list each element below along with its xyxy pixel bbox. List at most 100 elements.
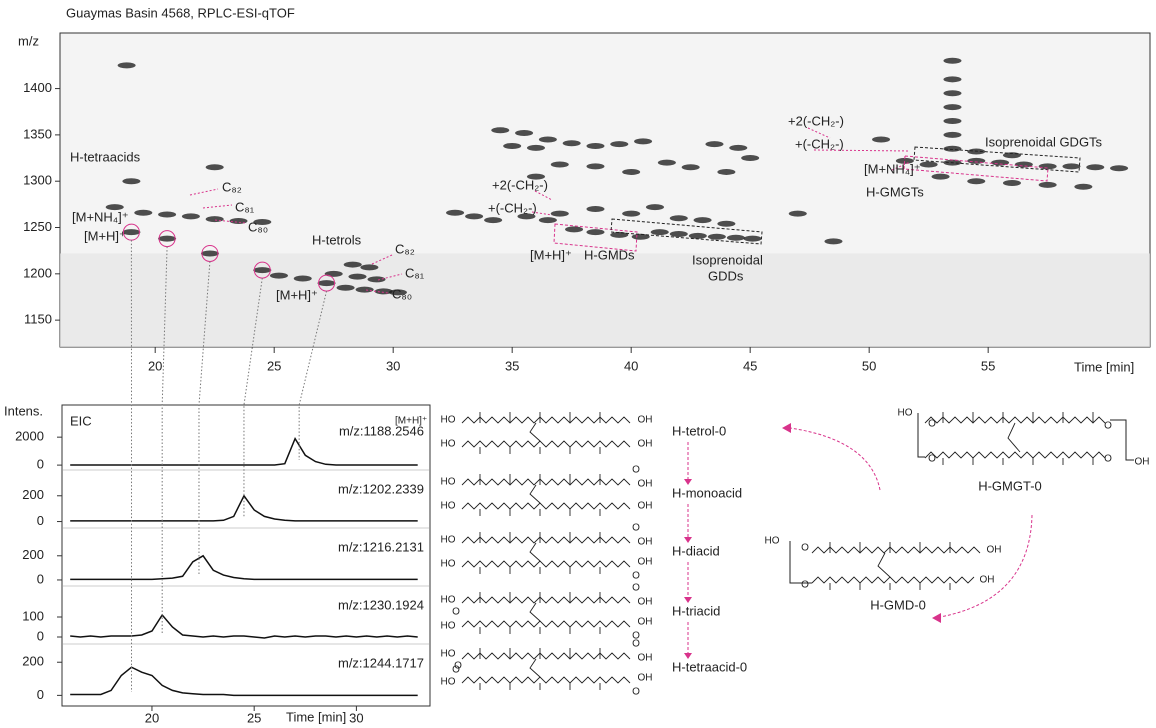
annotation: [M+H]⁺: [530, 247, 572, 262]
bridge: [530, 423, 540, 441]
annotation: C₈₁: [405, 265, 425, 280]
map-y-label: m/z: [18, 33, 39, 48]
annotation: [M+H]⁺: [276, 287, 318, 302]
feature-spot: [586, 229, 604, 235]
structure-name: H-GMD-0: [870, 597, 926, 612]
eic-trace: [70, 556, 418, 580]
arrow-head: [782, 423, 791, 433]
atom-label: HO: [441, 477, 456, 488]
bridge: [878, 553, 890, 577]
feature-spot: [491, 127, 509, 133]
annotation: [M+NH₄]⁺: [72, 209, 129, 224]
feature-spot: [1039, 163, 1057, 169]
feature-spot: [446, 210, 464, 216]
feature-spot: [658, 160, 676, 166]
feature-spot: [344, 262, 362, 268]
annotation: C₈₀: [392, 286, 412, 301]
feature-spot: [158, 236, 176, 242]
carbon-chain: [462, 677, 630, 683]
feature-spot: [586, 143, 604, 149]
atom-label: HO: [441, 621, 456, 632]
pathway-arrow: [940, 515, 1032, 617]
atom-label: HO: [441, 559, 456, 570]
atom-label: OH: [638, 673, 653, 684]
y-tick-label: 200: [22, 547, 44, 562]
feature-spot: [465, 213, 483, 219]
feature-spot: [670, 231, 688, 237]
feature-spot: [729, 145, 747, 151]
feature-spot: [943, 58, 961, 64]
arrow-head: [684, 537, 692, 543]
atom-label: OH: [638, 501, 653, 512]
annotation: C₈₂: [222, 179, 242, 194]
feature-spot: [270, 273, 288, 279]
feature-spot: [872, 137, 890, 143]
feature-spot: [943, 118, 961, 124]
feature-spot: [539, 137, 557, 143]
feature-spot: [920, 162, 938, 168]
atom-label: HO: [441, 439, 456, 450]
arrow-head: [684, 479, 692, 485]
bridge: [530, 543, 540, 561]
atom-label: OH: [638, 479, 653, 490]
x-tick-label: 55: [981, 358, 995, 373]
feature-spot: [967, 178, 985, 184]
carbon-chain: [925, 417, 1105, 423]
feature-spot: [622, 211, 640, 217]
feature-spot: [1039, 182, 1057, 188]
carbon-chain: [462, 653, 630, 659]
feature-spot: [717, 169, 735, 175]
feature-spot: [348, 274, 366, 280]
feature-spot: [932, 174, 950, 180]
feature-spot: [503, 143, 521, 149]
atom-label: HO: [441, 649, 456, 660]
feature-spot: [206, 164, 224, 170]
feature-spot: [527, 145, 545, 151]
feature-spot: [646, 204, 664, 210]
structure-name: H-GMGT-0: [978, 478, 1042, 493]
feature-spot: [515, 130, 533, 136]
atom-label: OH: [980, 575, 995, 586]
map-x-label: Time [min]: [1074, 359, 1134, 374]
atom-label: O: [1104, 454, 1112, 465]
feature-spot: [356, 287, 374, 293]
feature-spot: [360, 264, 378, 270]
annotation: H-GMGTs: [866, 184, 924, 199]
feature-spot: [337, 285, 355, 291]
feature-spot: [563, 140, 581, 146]
map-title: Guaymas Basin 4568, RPLC-ESI-qTOF: [66, 5, 295, 20]
annotation: GDDs: [708, 268, 744, 283]
noise-band: [60, 253, 1150, 347]
feature-spot: [484, 217, 502, 223]
feature-spot: [943, 90, 961, 96]
eic-y-label: Intens.: [4, 403, 43, 418]
x-tick-label: 50: [862, 358, 876, 373]
annotation: C₈₀: [248, 219, 268, 234]
atom-label: O: [1104, 421, 1112, 432]
bridge: [530, 603, 540, 621]
eic-title: EIC: [70, 413, 92, 428]
atom-label: HO: [441, 595, 456, 606]
annotation: H-tetraacids: [70, 149, 141, 164]
y-tick-label: 1350: [23, 126, 52, 141]
feature-spot: [741, 155, 759, 161]
feature-spot: [1110, 165, 1128, 171]
atom-label: HO: [441, 501, 456, 512]
y-tick-label: 0: [37, 457, 44, 472]
feature-spot: [694, 217, 712, 223]
atom-label: OH: [1135, 457, 1150, 468]
pathway-arrow: [790, 428, 880, 490]
feature-spot: [539, 217, 557, 223]
series-label: m/z:1230.1924: [338, 597, 424, 612]
atom-label: HO: [765, 536, 780, 547]
y-tick-label: 2000: [15, 429, 44, 444]
structure-name: H-tetraacid-0: [672, 659, 747, 674]
annotation: [M+NH₄]⁺: [864, 161, 921, 176]
feature-spot: [717, 221, 735, 227]
feature-spot: [586, 163, 604, 169]
feature-spot: [122, 178, 140, 184]
feature-spot: [551, 211, 569, 217]
atom-label: O: [632, 687, 640, 698]
atom-label: OH: [638, 617, 653, 628]
atom-label: O: [632, 465, 640, 476]
